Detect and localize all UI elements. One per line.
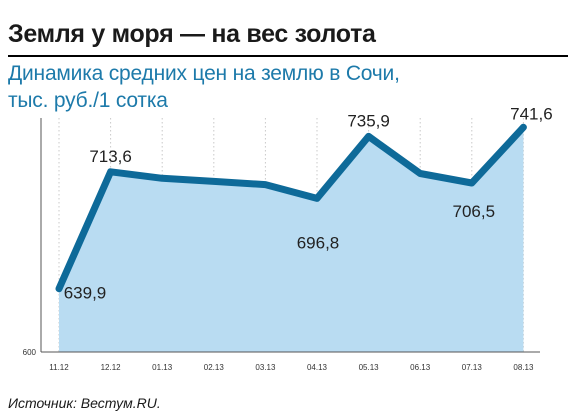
subtitle-line-1: Динамика средних цен на землю в Сочи, — [8, 62, 400, 85]
x-tick-label: 01.13 — [152, 363, 173, 372]
x-tick-label: 07.13 — [462, 363, 483, 372]
subtitle-line-2: тыс. руб./1 сотка — [8, 89, 168, 112]
x-tick-label: 06.13 — [410, 363, 431, 372]
x-tick-label: 12.12 — [101, 363, 122, 372]
data-label: 639,9 — [64, 284, 107, 303]
x-tick-label: 04.13 — [307, 363, 328, 372]
data-label: 706,5 — [453, 202, 496, 221]
chart-title: Земля у моря — на вес золота — [8, 20, 376, 48]
x-tick-label: 05.13 — [359, 363, 380, 372]
x-tick-label: 08.13 — [513, 363, 534, 372]
x-tick-label: 11.12 — [49, 363, 69, 372]
x-tick-label: 03.13 — [255, 363, 276, 372]
source-note: Источник: Вестум.RU. — [8, 395, 161, 411]
x-tick-label: 02.13 — [204, 363, 225, 372]
title-divider — [8, 55, 568, 57]
data-label: 696,8 — [297, 233, 340, 252]
data-label: 741,6 — [510, 104, 553, 123]
y-tick-label: 600 — [23, 348, 37, 357]
area-fill — [59, 127, 524, 352]
data-label: 735,9 — [347, 111, 390, 130]
chart-subtitle: Динамика средних цен на землю в Сочи, ты… — [8, 60, 400, 114]
series-line — [55, 123, 527, 293]
data-label: 713,6 — [89, 147, 132, 166]
